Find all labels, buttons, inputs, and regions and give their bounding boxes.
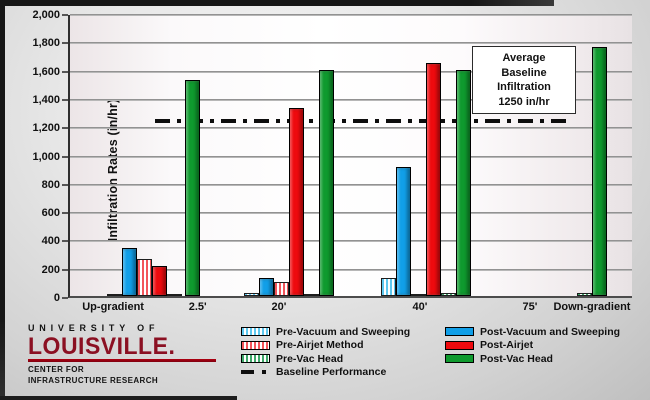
bar-post-vac-head-20 [318,69,334,296]
legend-label-post-vacuum-and-sweeping: Post-Vacuum and Sweeping [480,325,621,338]
legend-swatch-post-vac-head [445,354,474,364]
frame-edge-left [0,0,5,400]
x-category-label-75: 75' [522,301,538,313]
bar-pre-airjet-method-up-gradient [136,258,152,296]
x-category-label-2-5: 2.5' [188,301,207,313]
logo-louisville-wordmark: LOUISVILLE. [28,333,228,358]
bar-post-airjet-20 [288,107,304,296]
y-tick-mark [62,240,68,243]
y-tick-label-800: 800 [41,178,60,191]
chart-legend: Pre-Vacuum and Sweeping Post-Vacuum and S… [241,325,641,379]
legend-item-post-vac-head: Post-Vac Head [445,352,641,366]
y-tick-mark [62,183,68,186]
logo-rule [28,359,216,363]
logo-university-of: UNIVERSITY OF [28,323,160,333]
y-tick-label-1-800: 1,800 [32,37,60,50]
annotation-box: Average Baseline Infiltration 1250 in/hr [472,46,576,115]
bar-post-vacuum-and-sweeping-20 [258,277,274,296]
y-tick-label-1-200: 1,200 [32,122,60,135]
legend-swatch-baseline-performance [241,370,270,375]
legend-item-baseline-performance: Baseline Performance [241,366,445,380]
gridline-1600 [70,70,632,73]
x-category-label-20: 20' [271,301,287,313]
annotation-line: 1250 in/hr [498,95,550,108]
legend-label-pre-vacuum-and-sweeping: Pre-Vacuum and Sweeping [276,325,411,338]
bar-pre-vac-head-20 [303,293,319,296]
gridline-400 [70,240,632,243]
bar-pre-airjet-method-20 [273,281,289,296]
gridline-1400 [70,98,632,101]
y-tick-label-400: 400 [41,235,60,248]
y-tick-label-1-400: 1,400 [32,93,60,106]
y-tick-label-200: 200 [41,263,60,276]
legend-item-post-vacuum-and-sweeping: Post-Vacuum and Sweeping [445,325,641,339]
legend-label-post-airjet: Post-Airjet [480,339,534,352]
y-tick-mark [62,98,68,101]
annotation-line: Infiltration [497,81,551,94]
logo-infrastructure-research: INFRASTRUCTURE RESEARCH [28,375,159,385]
gridline-1200 [70,127,632,130]
bar-pre-vac-head-down-gradient [577,293,593,296]
legend-swatch-post-vacuum-and-sweeping [445,327,474,337]
x-category-label-down-gradient: Down-gradient [553,301,631,313]
bar-pre-vacuum-and-sweeping-up-gradient [106,294,122,296]
gridline-2000 [70,14,632,16]
y-tick-mark [62,127,68,130]
bar-post-vac-head-down-gradient [592,46,608,296]
bar-pre-vac-head-up-gradient [166,294,182,296]
annotation-line: Average [502,52,546,64]
gridline-800 [70,183,632,186]
legend-label-baseline-performance: Baseline Performance [276,366,387,379]
bar-post-vacuum-and-sweeping-up-gradient [121,247,137,296]
y-tick-label-1-000: 1,000 [32,150,60,163]
y-tick-mark [62,42,68,45]
bar-post-airjet-up-gradient [151,266,167,296]
bar-post-airjet-40 [425,62,441,296]
frame-edge-top [0,0,554,6]
bar-pre-vac-head-40 [440,293,456,296]
logo-louisville-text: LOUISVILLE [28,331,169,360]
y-tick-label-600: 600 [41,207,60,220]
x-category-label-40: 40' [412,301,428,313]
y-tick-mark [62,70,68,73]
bar-pre-vacuum-and-sweeping-20 [243,293,259,296]
legend-item-pre-vac-head: Pre-Vac Head [241,352,445,366]
baseline-performance-line [154,119,567,124]
legend-swatch-pre-airjet-method [241,340,270,350]
y-tick-mark [62,297,68,299]
y-tick-mark [62,155,68,158]
legend-item-post-airjet: Post-Airjet [445,339,641,353]
legend-label-pre-airjet-method: Pre-Airjet Method [276,339,364,352]
bar-pre-airjet-method-40 [410,294,426,296]
y-tick-label-0: 0 [53,292,60,304]
bar-post-vac-head-40 [455,69,471,296]
bar-post-vacuum-and-sweeping-40 [395,167,411,296]
gridline-600 [70,212,632,215]
gridline-200 [70,268,632,271]
bar-pre-vacuum-and-sweeping-40 [380,277,396,296]
frame-edge-bottom [0,396,237,400]
y-tick-label-2-000: 2,000 [32,9,60,21]
annotation-line: Baseline [501,66,547,79]
university-of-louisville-logo: UNIVERSITY OF LOUISVILLE. CENTER FOR INF… [28,323,228,386]
y-tick-mark [62,212,68,215]
legend-label-pre-vac-head: Pre-Vac Head [276,352,344,365]
legend-item-pre-vacuum-and-sweeping: Pre-Vacuum and Sweeping [241,325,445,339]
legend-swatch-pre-vac-head [241,354,270,364]
y-tick-mark [62,14,68,16]
logo-louisville-period: . [168,331,176,360]
legend-swatch-pre-vacuum-and-sweeping [241,327,270,337]
gridline-1800 [70,42,632,45]
y-tick-mark [62,268,68,271]
bar-post-vac-head-2-5 [184,79,200,296]
gridline-1000 [70,155,632,158]
x-category-label-up-gradient: Up-gradient [82,301,144,313]
legend-swatch-post-airjet [445,340,474,350]
logo-center-for: CENTER FOR [28,365,84,375]
y-tick-label-1-600: 1,600 [32,65,60,78]
legend-item-pre-airjet-method: Pre-Airjet Method [241,339,445,353]
plot-area: Infiltration Rates (in/hr) [68,14,632,298]
legend-label-post-vac-head: Post-Vac Head [480,352,553,365]
